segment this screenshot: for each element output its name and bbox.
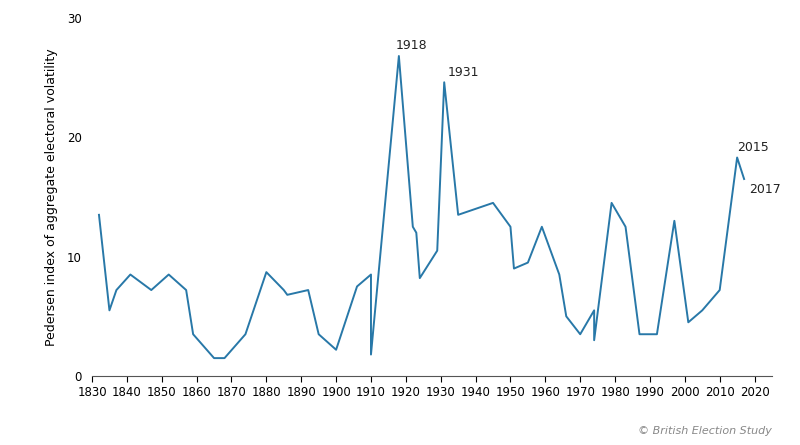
Y-axis label: Pedersen index of aggregate electoral volatility: Pedersen index of aggregate electoral vo… (46, 48, 58, 346)
Text: 1918: 1918 (395, 40, 427, 53)
Text: 2017: 2017 (750, 182, 781, 196)
Text: © British Election Study: © British Election Study (638, 426, 772, 436)
Text: 2015: 2015 (737, 141, 769, 154)
Text: 1931: 1931 (448, 66, 479, 79)
